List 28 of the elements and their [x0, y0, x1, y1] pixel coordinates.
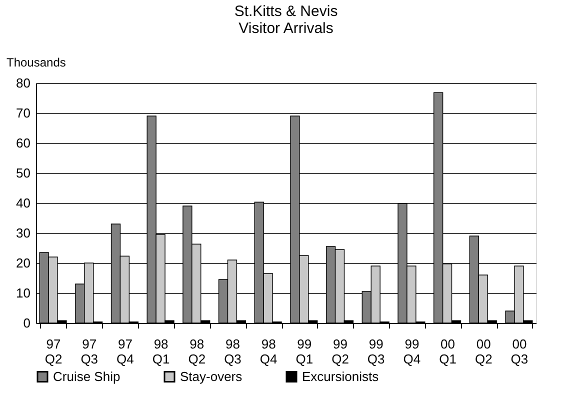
- x-tick-label: 00 Q1: [439, 336, 456, 366]
- x-tick-label: 97 Q3: [80, 336, 98, 366]
- y-tick-label: 50: [16, 166, 30, 180]
- x-tick-label: 97 Q2: [44, 336, 62, 366]
- x-tick-label: 97 Q4: [116, 336, 134, 366]
- x-tick-label: 98 Q2: [188, 336, 206, 366]
- x-tick-label: 99 Q4: [403, 336, 421, 366]
- legend-label: Stay-overs: [180, 368, 243, 384]
- legend-label: Excursionists: [302, 368, 380, 384]
- x-tick-label: 98 Q3: [224, 336, 242, 366]
- y-tick-label: 40: [16, 196, 30, 210]
- x-tick-label: 00 Q3: [510, 336, 528, 366]
- y-tick-label: 70: [16, 106, 30, 120]
- x-tick-label: 00 Q2: [474, 336, 492, 366]
- y-tick-label: 10: [16, 286, 30, 300]
- y-tick-label: 20: [16, 256, 30, 270]
- y-tick-label: 0: [23, 316, 30, 330]
- x-tick-label: 99 Q2: [332, 336, 349, 366]
- x-tick-label: 99 Q3: [367, 336, 385, 366]
- y-tick-label: 80: [16, 76, 30, 90]
- y-tick-label: 60: [16, 136, 30, 150]
- x-tick-label: 99 Q1: [296, 336, 314, 366]
- chart-title: St.Kitts & Nevis Visitor Arrivals: [234, 3, 338, 37]
- x-tick-label: 98 Q1: [152, 336, 170, 366]
- y-axis-title: Thousands: [6, 56, 66, 70]
- legend-label: Cruise Ship: [53, 368, 120, 384]
- y-tick-label: 30: [16, 226, 30, 240]
- x-tick-label: 98 Q4: [260, 336, 278, 366]
